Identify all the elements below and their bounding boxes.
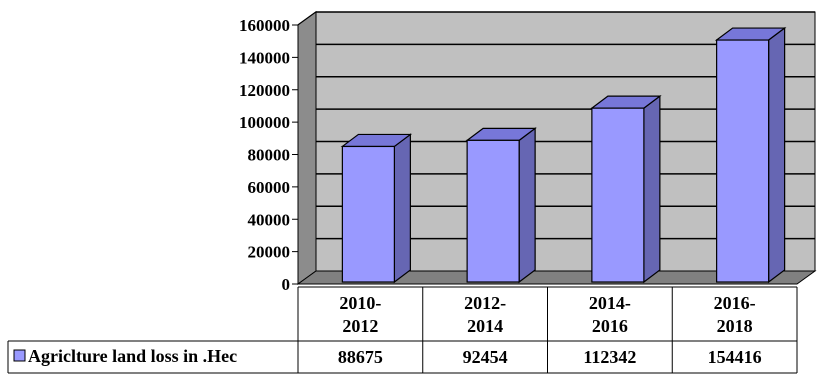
legend-key xyxy=(13,349,26,362)
chart-bars xyxy=(340,26,787,284)
data-value-label: 88675 xyxy=(338,347,383,367)
y-tick-label: 140000 xyxy=(239,48,290,67)
bar-front xyxy=(591,107,645,283)
bar xyxy=(340,133,413,284)
bar-side xyxy=(768,26,786,284)
category-label: 2016- xyxy=(714,293,756,313)
chart-floor xyxy=(296,270,817,285)
bar-side xyxy=(518,127,536,284)
series-name: Agriclture land loss in .Hec xyxy=(28,346,237,366)
data-table: 2010- 2012 2012- 2014 2014- 2016 2016- 2018 Agri… xyxy=(7,286,798,374)
category-label: 2010- xyxy=(339,293,381,313)
floor xyxy=(296,270,817,285)
bar-side xyxy=(393,133,411,284)
bar-front xyxy=(341,145,395,283)
bar-side xyxy=(643,94,661,284)
y-axis-tick-labels: 0 20000 40000 60000 80000 100000 120000 140000 1… xyxy=(239,16,290,294)
y-tick-label: 160000 xyxy=(239,16,290,35)
y-tick-label: 60000 xyxy=(248,178,291,197)
side-wall xyxy=(297,11,317,285)
category-label: 2012- xyxy=(464,293,506,313)
y-tick-label: 0 xyxy=(282,275,291,294)
bar xyxy=(714,26,787,284)
y-tick-label: 100000 xyxy=(239,113,290,132)
bar xyxy=(590,94,662,284)
category-label: 2014 xyxy=(467,316,503,336)
chart-side-wall xyxy=(297,11,317,285)
data-value-label: 92454 xyxy=(463,347,508,367)
bar xyxy=(465,127,537,284)
bar-front xyxy=(466,139,520,283)
category-label: 2012 xyxy=(342,316,378,336)
data-value-label: 154416 xyxy=(708,347,762,367)
y-tick-label: 80000 xyxy=(248,146,291,165)
category-label: 2016 xyxy=(592,316,628,336)
y-tick-label: 120000 xyxy=(239,81,290,100)
y-tick-label: 20000 xyxy=(248,243,291,262)
category-label: 2014- xyxy=(589,293,631,313)
category-label: 2018 xyxy=(717,316,753,336)
bar-front xyxy=(716,39,770,283)
data-value-label: 112342 xyxy=(583,347,636,367)
y-tick-label: 40000 xyxy=(248,210,291,229)
